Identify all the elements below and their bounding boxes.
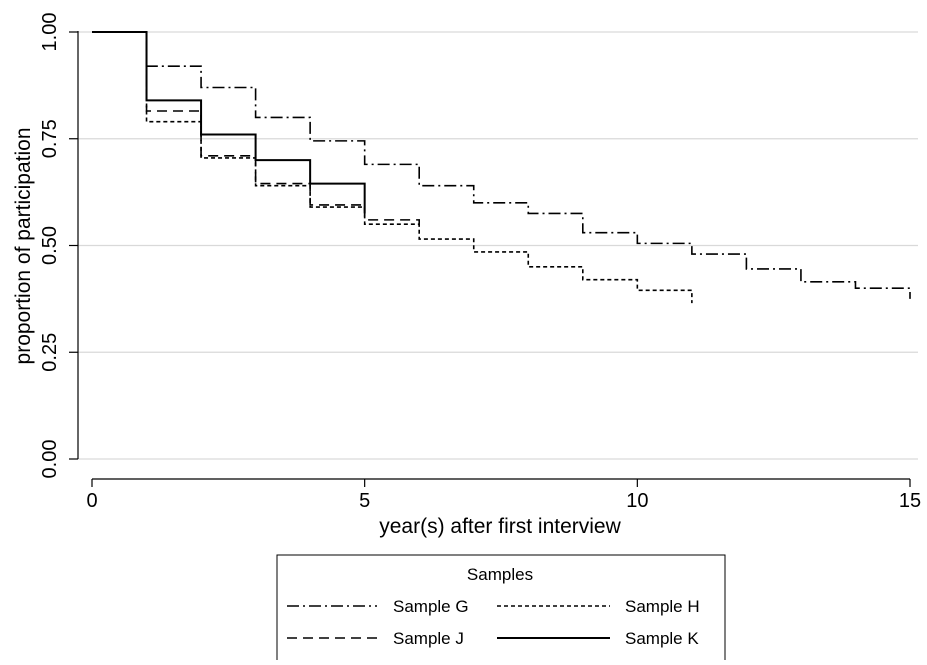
- y-axis-label: proportion of participation: [12, 128, 35, 365]
- x-axis-label: year(s) after first interview: [379, 515, 621, 538]
- x-tick-label: 15: [899, 490, 921, 512]
- legend-label: Sample J: [393, 629, 464, 648]
- series-line-sample-j: [92, 31, 420, 229]
- legend-label: Sample G: [393, 597, 469, 616]
- series-line-sample-k: [92, 31, 366, 214]
- legend-label: Sample H: [625, 597, 700, 616]
- series-line-sample-g: [92, 31, 911, 299]
- axes: 0.00 0.25 0.50 0.75 1.00 0 5 10 15: [39, 13, 921, 512]
- legend: Samples Sample G Sample H Sample J Sample K: [276, 554, 726, 665]
- plot-series: [92, 31, 911, 304]
- legend-label: Sample K: [625, 629, 699, 648]
- y-tick-label: 0.25: [39, 333, 61, 372]
- x-tick-label: 5: [359, 490, 370, 512]
- y-tick-label: 1.00: [39, 13, 61, 52]
- gridlines: [78, 31, 918, 460]
- series-line-sample-h: [92, 31, 693, 304]
- x-tick-label: 10: [626, 490, 648, 512]
- legend-box: [276, 554, 726, 665]
- legend-title: Samples: [467, 565, 533, 584]
- y-tick-label: 0.50: [39, 226, 61, 265]
- y-tick-label: 0.00: [39, 440, 61, 479]
- y-tick-label: 0.75: [39, 119, 61, 158]
- x-tick-label: 0: [86, 490, 97, 512]
